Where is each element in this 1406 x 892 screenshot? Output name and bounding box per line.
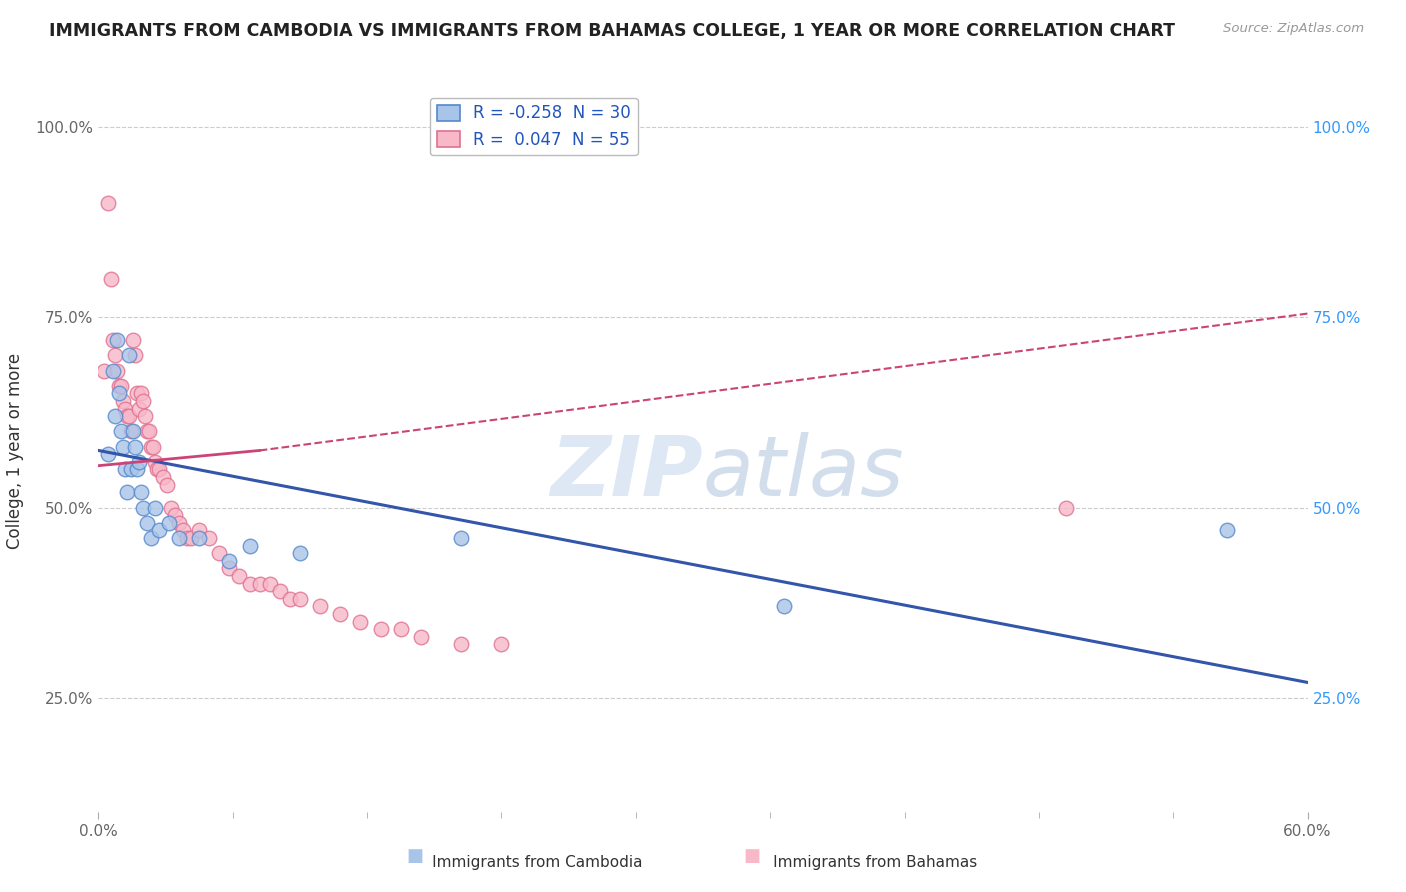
- Point: [129, 485, 152, 500]
- Point: [125, 462, 148, 476]
- Point: [111, 394, 134, 409]
- Point: [120, 425, 142, 439]
- Point: [135, 425, 157, 439]
- Point: [180, 531, 202, 545]
- Point: [146, 462, 169, 476]
- Point: [105, 363, 128, 377]
- Point: [167, 516, 190, 530]
- Point: [450, 637, 472, 651]
- Point: [139, 531, 162, 545]
- Point: [239, 539, 262, 553]
- Point: [97, 447, 120, 461]
- Point: [115, 409, 138, 424]
- Point: [218, 561, 240, 575]
- Point: [156, 477, 179, 491]
- Point: [142, 440, 165, 454]
- Point: [132, 500, 155, 515]
- Text: Immigrants from Bahamas: Immigrants from Bahamas: [738, 855, 977, 870]
- Point: [124, 440, 146, 454]
- Point: [114, 401, 136, 416]
- Point: [349, 615, 371, 629]
- Point: [228, 569, 250, 583]
- Point: [93, 363, 115, 377]
- Point: [188, 524, 211, 538]
- Point: [188, 531, 211, 545]
- Point: [278, 591, 301, 606]
- Point: [160, 500, 183, 515]
- Point: [103, 348, 125, 362]
- Point: [239, 576, 262, 591]
- Point: [128, 401, 150, 416]
- Text: ■: ■: [744, 847, 761, 865]
- Text: ■: ■: [406, 847, 423, 865]
- Point: [148, 524, 170, 538]
- Point: [1054, 500, 1077, 515]
- Point: [135, 516, 157, 530]
- Point: [129, 386, 152, 401]
- Point: [110, 425, 132, 439]
- Text: Source: ZipAtlas.com: Source: ZipAtlas.com: [1223, 22, 1364, 36]
- Point: [107, 379, 129, 393]
- Point: [115, 485, 138, 500]
- Text: Immigrants from Cambodia: Immigrants from Cambodia: [398, 855, 643, 870]
- Point: [208, 546, 231, 560]
- Point: [218, 554, 240, 568]
- Point: [110, 379, 132, 393]
- Point: [152, 470, 174, 484]
- Point: [329, 607, 352, 621]
- Point: [198, 531, 221, 545]
- Point: [1216, 524, 1239, 538]
- Point: [259, 576, 281, 591]
- Text: atlas: atlas: [703, 432, 904, 513]
- Point: [143, 455, 166, 469]
- Point: [772, 599, 794, 614]
- Point: [132, 394, 155, 409]
- Point: [97, 196, 120, 211]
- Point: [409, 630, 432, 644]
- Point: [148, 462, 170, 476]
- Point: [157, 516, 180, 530]
- Point: [103, 409, 125, 424]
- Point: [120, 462, 142, 476]
- Point: [370, 622, 392, 636]
- Point: [389, 622, 412, 636]
- Point: [121, 333, 143, 347]
- Point: [107, 386, 129, 401]
- Point: [450, 531, 472, 545]
- Point: [118, 348, 141, 362]
- Text: ZIP: ZIP: [550, 432, 703, 513]
- Point: [105, 333, 128, 347]
- Point: [143, 500, 166, 515]
- Point: [121, 425, 143, 439]
- Y-axis label: College, 1 year or more: College, 1 year or more: [7, 352, 24, 549]
- Point: [249, 576, 271, 591]
- Point: [172, 524, 194, 538]
- Point: [101, 333, 124, 347]
- Point: [163, 508, 186, 522]
- Point: [288, 591, 311, 606]
- Text: IMMIGRANTS FROM CAMBODIA VS IMMIGRANTS FROM BAHAMAS COLLEGE, 1 YEAR OR MORE CORR: IMMIGRANTS FROM CAMBODIA VS IMMIGRANTS F…: [49, 22, 1175, 40]
- Point: [288, 546, 311, 560]
- Point: [167, 531, 190, 545]
- Point: [111, 440, 134, 454]
- Point: [491, 637, 513, 651]
- Point: [128, 455, 150, 469]
- Point: [309, 599, 332, 614]
- Point: [134, 409, 156, 424]
- Legend: R = -0.258  N = 30, R =  0.047  N = 55: R = -0.258 N = 30, R = 0.047 N = 55: [430, 97, 637, 155]
- Point: [114, 462, 136, 476]
- Point: [269, 584, 291, 599]
- Point: [100, 272, 122, 286]
- Point: [139, 440, 162, 454]
- Point: [138, 425, 160, 439]
- Point: [176, 531, 198, 545]
- Point: [101, 363, 124, 377]
- Point: [125, 386, 148, 401]
- Point: [124, 348, 146, 362]
- Point: [118, 409, 141, 424]
